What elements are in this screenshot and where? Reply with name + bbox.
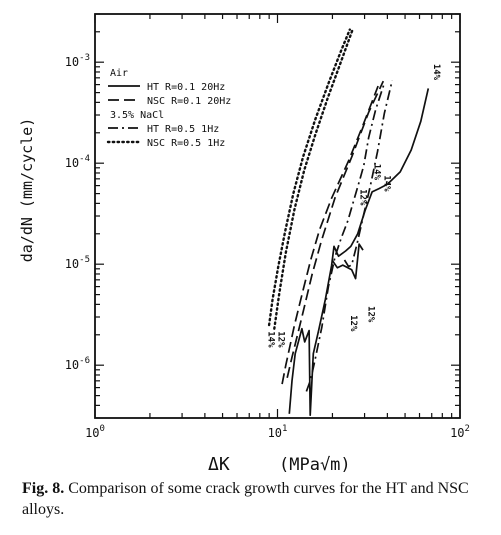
legend-group-title: Air	[110, 68, 128, 79]
legend-entry-label: HT R=0.5 1Hz	[147, 124, 219, 135]
x-tick-labels: 100 101 102	[85, 424, 470, 440]
y-tick-label: 10-6	[65, 356, 90, 372]
legend-group-title: 3.5% NaCl	[110, 110, 164, 121]
series-solid-line	[331, 243, 364, 280]
data-series	[267, 28, 430, 417]
annotations: 14%14%14%12%12%12%14% 12%	[265, 64, 441, 348]
caption-text: Comparison of some crack growth curves f…	[22, 480, 469, 518]
figure-caption: Fig. 8. Comparison of some crack growth …	[22, 478, 492, 520]
caption-label: Fig. 8.	[22, 480, 65, 497]
series-dashed-line	[281, 85, 379, 385]
y-tick-label: 10-3	[65, 53, 90, 69]
series-dashdot-line	[305, 82, 386, 392]
percent-annotation: 14%	[265, 331, 275, 348]
series-dashdot-line	[343, 80, 394, 268]
plot-frame	[94, 13, 461, 419]
x-tick-label: 100	[85, 424, 105, 440]
series-dotted-line	[267, 28, 351, 327]
y-tick-label: 10-4	[65, 154, 90, 170]
percent-annotation: 12%	[275, 331, 285, 348]
legend: Air HT R=0.1 20Hz NSC R=0.1 20Hz 3.5% NaCl H…	[106, 68, 231, 149]
percent-annotation: 12%	[348, 315, 358, 332]
y-tick-label: 10-5	[65, 255, 90, 271]
x-axis-label: ΔK	[208, 454, 230, 475]
legend-entry-label: NSC R=0.1 20Hz	[147, 96, 231, 107]
percent-annotation: 14%	[381, 175, 391, 192]
x-axis-unit: (MPa√m)	[279, 455, 351, 475]
series-dotted-line	[273, 28, 354, 330]
percent-annotation: 12%	[365, 306, 375, 323]
series-dashed-line	[286, 80, 385, 378]
legend-entry-label: HT R=0.1 20Hz	[147, 82, 225, 93]
axis-ticks	[94, 13, 461, 419]
legend-entry-label: NSC R=0.5 1Hz	[147, 138, 225, 149]
percent-annotation: 14%	[371, 164, 381, 181]
percent-annotation: 14%	[431, 64, 441, 81]
y-tick-labels: 10-6 10-5 10-4 10-3	[65, 53, 90, 372]
y-axis-label: da/dN (mm/cycle)	[18, 118, 36, 263]
x-tick-label: 102	[450, 424, 470, 440]
x-tick-label: 101	[268, 424, 288, 440]
percent-annotation: 12%	[358, 189, 368, 206]
